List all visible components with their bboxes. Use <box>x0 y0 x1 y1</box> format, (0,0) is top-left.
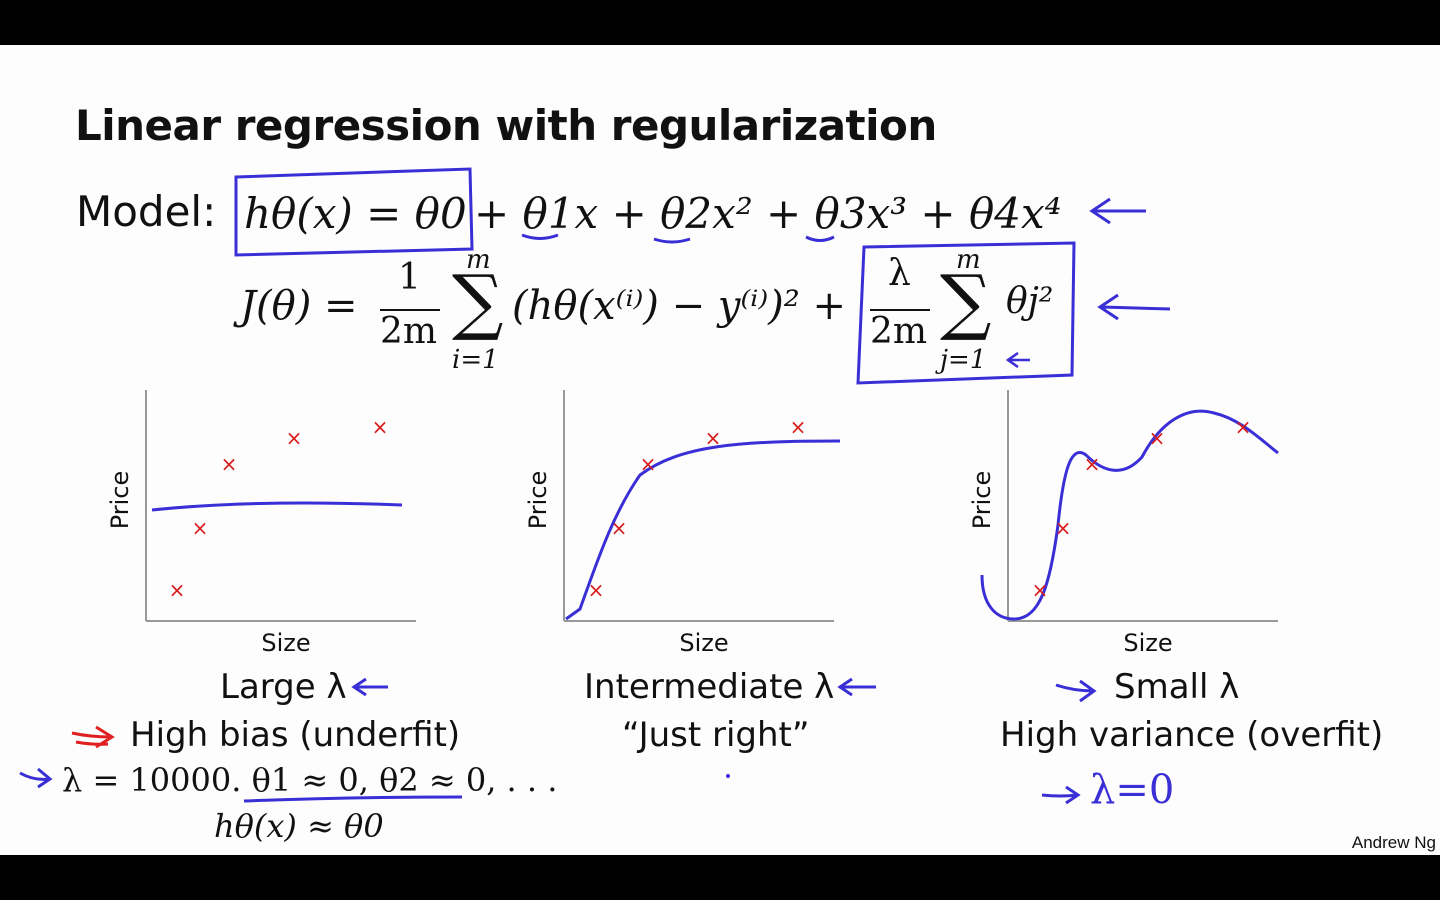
panel3-ylabel: Price <box>968 471 996 530</box>
annotation-layer: Price Size × × × × × Price Size × × × × … <box>19 167 1279 805</box>
panel-small-lambda: Price Size × × × × × <box>968 390 1279 657</box>
model-equation-boxed: hθ(x) = θ0 <box>244 189 467 238</box>
sum-j-top: m <box>956 245 981 275</box>
reg-term: θj² <box>1006 281 1054 322</box>
caption-just-right: “Just right” <box>622 715 810 755</box>
panel1-point: × <box>286 426 303 450</box>
arrow-cost-icon <box>1097 293 1171 321</box>
panel1-fit-line <box>151 501 403 512</box>
sum-i-symbol: ∑ <box>452 259 504 343</box>
caption-high-variance: High variance (overfit) <box>1000 715 1384 755</box>
panel3-fit-curve <box>980 409 1279 621</box>
underline-theta3 <box>805 235 835 242</box>
panel3-xlabel: Size <box>1123 629 1172 657</box>
cost-frac-denominator: 2m <box>380 311 438 352</box>
panel-large-lambda: Price Size × × × × × <box>106 390 416 657</box>
model-equation-rest: + θ1x + θ2x² + θ3x³ + θ4x⁴ <box>474 189 1062 238</box>
reg-frac-numerator: λ <box>888 253 911 294</box>
arrow-high-bias-icon <box>71 725 115 749</box>
panel1-point: × <box>221 452 238 476</box>
panel3-point: × <box>1055 516 1072 540</box>
panel2-ylabel: Price <box>524 471 552 530</box>
panel2-fit-curve <box>565 439 841 621</box>
underline-theta-approx <box>243 795 463 803</box>
panel2-point: × <box>611 516 628 540</box>
ink-dot <box>726 774 730 778</box>
arrow-model-icon <box>1089 197 1146 225</box>
slide-title: Linear regression with regularization <box>75 101 937 150</box>
box-regularization <box>856 241 1076 385</box>
arrow-small-lambda-icon <box>1055 679 1097 703</box>
reg-frac-denominator: 2m <box>870 311 928 352</box>
caption-high-bias: High bias (underfit) <box>130 715 461 755</box>
box-model-theta0 <box>234 167 474 257</box>
arrow-lambda-10000-icon <box>19 767 53 789</box>
underline-theta2 <box>653 237 691 244</box>
arrow-large-lambda-icon <box>351 677 388 697</box>
underline-theta1 <box>521 233 559 240</box>
arrow-lambda-zero-icon <box>1041 785 1081 805</box>
panel-intermediate-lambda: Price Size × × × × × <box>524 390 841 657</box>
panel1-point: × <box>169 578 186 602</box>
panel1-xlabel: Size <box>261 629 310 657</box>
sum-j-bottom: j=1 <box>940 345 987 375</box>
panel2-point: × <box>705 426 722 450</box>
arrow-intermediate-lambda-icon <box>837 677 876 697</box>
panel3-point: × <box>1032 578 1049 602</box>
arrow-j1-icon <box>1005 351 1030 369</box>
caption-small-lambda: Small λ <box>1114 667 1240 707</box>
cost-sum-body: (hθ(x⁽ⁱ⁾) − y⁽ⁱ⁾)² + <box>512 283 847 329</box>
author-credit: Andrew Ng <box>1351 833 1436 852</box>
caption-large-lambda: Large λ <box>220 667 347 707</box>
panel1-point: × <box>372 415 389 439</box>
sum-i-bottom: i=1 <box>452 345 499 375</box>
panel2-point: × <box>588 578 605 602</box>
note-lambda-10000: λ = 10000. θ1 ≈ 0, θ2 ≈ 0, . . . <box>62 761 558 799</box>
panel2-point: × <box>640 452 657 476</box>
cost-lhs: J(θ) = <box>240 283 358 329</box>
panel3-point: × <box>1235 415 1252 439</box>
slide: Linear regression with regularization Mo… <box>0 45 1440 855</box>
panel1-ylabel: Price <box>106 471 134 530</box>
panel2-point: × <box>790 415 807 439</box>
caption-intermediate-lambda: Intermediate λ <box>584 667 835 707</box>
note-lambda-zero: λ=0 <box>1090 767 1175 813</box>
panel2-xlabel: Size <box>679 629 728 657</box>
note-h-approx-theta0: hθ(x) ≈ θ0 <box>214 807 384 845</box>
panel3-point: × <box>1084 452 1101 476</box>
sum-j-symbol: ∑ <box>940 259 992 343</box>
model-label: Model: <box>76 187 217 236</box>
panel3-point: × <box>1149 426 1166 450</box>
cost-frac-numerator: 1 <box>398 257 421 298</box>
panel1-point: × <box>192 516 209 540</box>
